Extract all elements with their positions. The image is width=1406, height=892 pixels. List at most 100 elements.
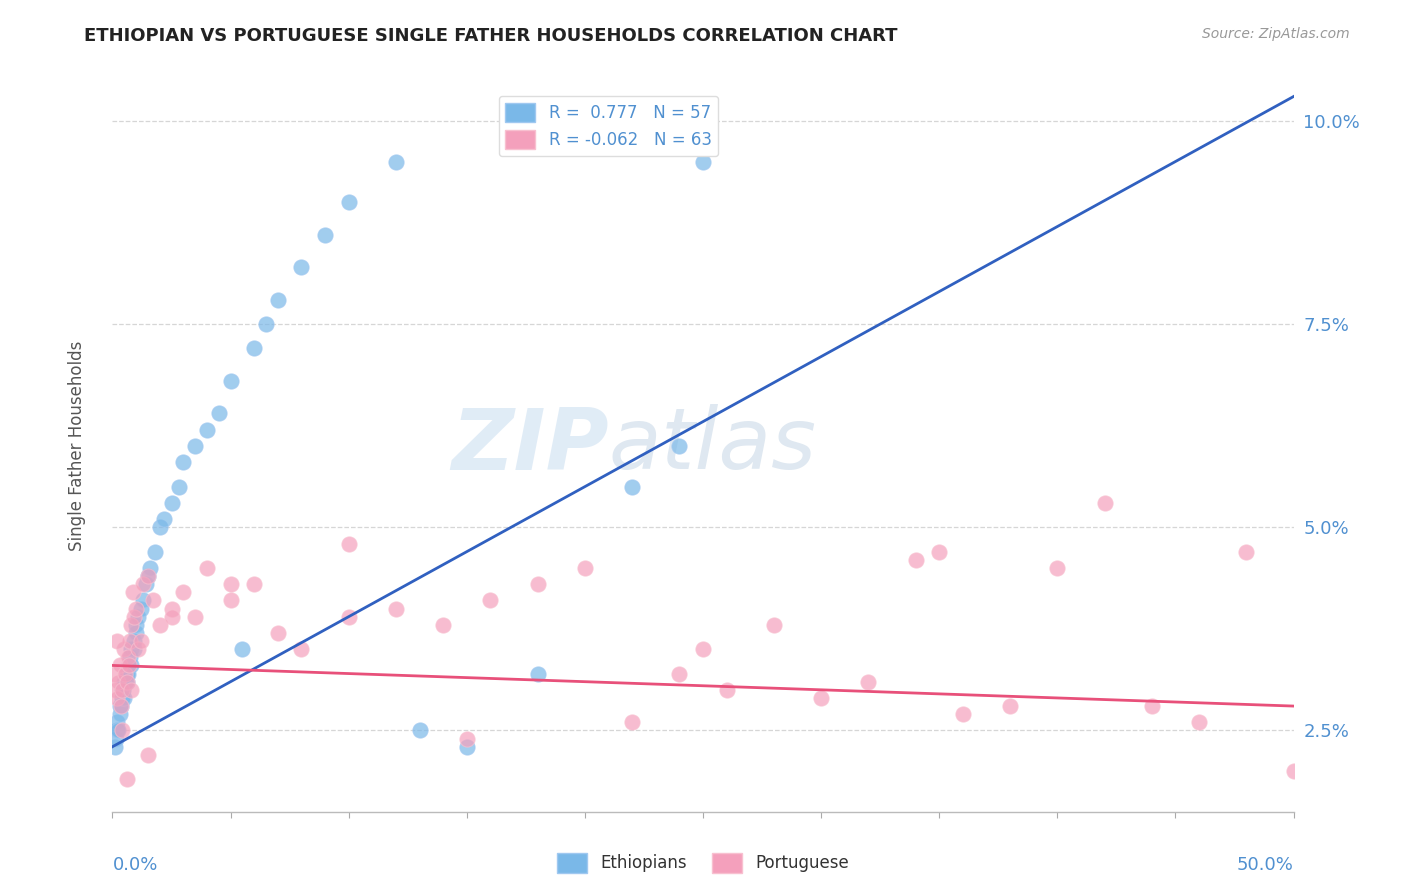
Point [111, 690, 134, 705]
Point [108, 707, 131, 722]
Point [120, 658, 142, 673]
Point [122, 642, 145, 657]
Point [208, 407, 231, 421]
Point [219, 374, 242, 388]
Point [1188, 715, 1211, 730]
Point [149, 617, 172, 632]
Point [120, 650, 142, 665]
Point [290, 642, 312, 657]
Point [160, 496, 183, 510]
Point [105, 634, 128, 648]
Point [1234, 544, 1257, 558]
Point [127, 609, 149, 624]
Point [621, 715, 644, 730]
Point [129, 634, 152, 648]
Point [104, 739, 127, 754]
Point [107, 723, 129, 738]
Point [167, 480, 190, 494]
Point [254, 317, 277, 331]
Point [762, 617, 785, 632]
Point [111, 682, 134, 697]
Point [112, 682, 135, 697]
Text: ETHIOPIAN VS PORTUGUESE SINGLE FATHER HOUSEHOLDS CORRELATION CHART: ETHIOPIAN VS PORTUGUESE SINGLE FATHER HO… [84, 27, 898, 45]
Point [105, 690, 128, 705]
Point [120, 617, 142, 632]
Point [117, 650, 139, 665]
Point [121, 585, 143, 599]
Point [136, 747, 159, 762]
Text: 0.0%: 0.0% [112, 855, 157, 873]
Text: Single Father Households: Single Father Households [69, 341, 86, 551]
Point [142, 593, 165, 607]
Point [479, 593, 502, 607]
Legend: R =  0.777   N = 57, R = -0.062   N = 63: R = 0.777 N = 57, R = -0.062 N = 63 [499, 96, 718, 156]
Point [621, 480, 644, 494]
Point [1094, 496, 1116, 510]
Point [118, 658, 141, 673]
Point [117, 666, 139, 681]
Point [127, 642, 149, 657]
Text: 50.0%: 50.0% [1237, 855, 1294, 873]
Point [1282, 764, 1305, 778]
Point [149, 520, 172, 534]
Point [105, 723, 128, 738]
Point [143, 544, 166, 558]
Point [526, 577, 548, 591]
Text: Source: ZipAtlas.com: Source: ZipAtlas.com [1202, 27, 1350, 41]
Point [526, 666, 548, 681]
Legend: Ethiopians, Portuguese: Ethiopians, Portuguese [550, 847, 856, 880]
Point [107, 674, 129, 689]
Point [125, 601, 148, 615]
Point [136, 569, 159, 583]
Point [115, 666, 138, 681]
Point [456, 739, 478, 754]
Point [219, 577, 242, 591]
Point [105, 715, 128, 730]
Point [928, 544, 950, 558]
Point [716, 682, 738, 697]
Point [105, 682, 128, 697]
Point [574, 561, 596, 575]
Point [231, 642, 253, 657]
Point [115, 772, 138, 787]
Point [904, 553, 927, 567]
Point [314, 227, 336, 242]
Point [122, 634, 145, 648]
Point [114, 674, 136, 689]
Point [456, 731, 478, 746]
Point [160, 609, 183, 624]
Point [998, 699, 1021, 714]
Point [668, 666, 690, 681]
Point [115, 674, 138, 689]
Point [129, 601, 152, 615]
Point [1046, 561, 1069, 575]
Point [120, 634, 142, 648]
Point [132, 577, 155, 591]
Point [125, 626, 148, 640]
Point [132, 593, 155, 607]
Point [111, 682, 134, 697]
Point [810, 690, 832, 705]
Point [1140, 699, 1163, 714]
Point [135, 577, 157, 591]
Point [108, 658, 131, 673]
Point [195, 561, 218, 575]
Point [219, 593, 242, 607]
Point [110, 699, 132, 714]
Point [112, 642, 135, 657]
Point [243, 577, 266, 591]
Point [104, 666, 127, 681]
Point [110, 699, 132, 714]
Point [115, 674, 138, 689]
Point [385, 601, 408, 615]
Point [432, 617, 454, 632]
Point [267, 626, 290, 640]
Point [125, 617, 148, 632]
Point [503, 130, 526, 145]
Text: atlas: atlas [609, 404, 817, 488]
Point [114, 666, 136, 681]
Point [184, 439, 207, 453]
Point [337, 195, 360, 210]
Point [122, 609, 145, 624]
Point [243, 342, 266, 356]
